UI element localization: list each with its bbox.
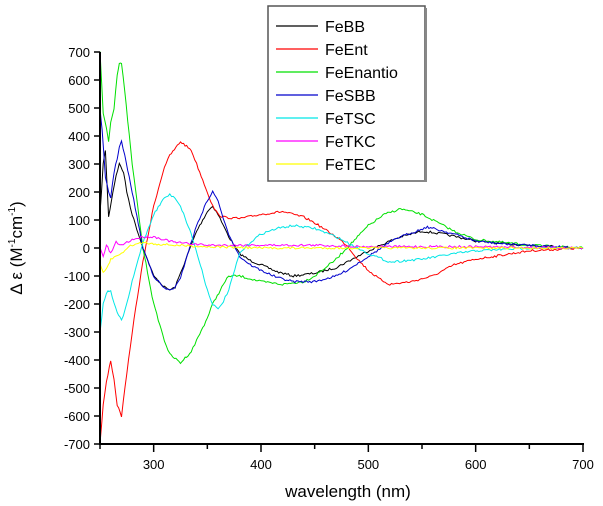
y-tick-label: 300 [68,157,90,172]
x-axis-title: wavelength (nm) [284,482,411,501]
plot-area [99,51,584,444]
y-tick-label: 400 [68,129,90,144]
y-title-mid: cm [7,216,26,239]
legend-label: FeTKC [325,134,376,151]
y-title-sup1: -1 [7,238,18,247]
y-tick-label: -700 [64,437,90,452]
legend-label: FeTEC [325,157,376,174]
legend-shadow-right [425,8,427,182]
legend-label: FeEnt [325,42,368,59]
x-tick-label: 700 [572,457,594,472]
y-tick-label: 500 [68,101,90,116]
series-feent [99,141,584,444]
legend-label: FeSBB [325,88,376,105]
x-ticks: 300 400 500 600 700 [99,444,594,472]
series-fesbb [99,108,584,291]
y-axis-title: Δ ε (M-1cm-1) [7,201,26,294]
series-fetec [99,241,584,274]
y-tick-label: 200 [68,185,90,200]
y-tick-label: -500 [64,381,90,396]
legend-label: FeBB [325,19,365,36]
y-tick-label: 600 [68,73,90,88]
legend-label: FeEnantio [325,65,398,82]
y-title-main: Δ ε (M [7,247,26,294]
series-fetsc [99,193,584,333]
y-tick-label: 100 [68,213,90,228]
series-fetkc [99,235,584,259]
y-title-sup2: -1 [7,207,18,216]
y-tick-label: -200 [64,297,90,312]
y-tick-label: -400 [64,353,90,368]
y-title-end: ) [7,201,26,207]
y-tick-label: -300 [64,325,90,340]
axes: -700 -600 -500 -400 -300 -200 -100 0 100 200 300 40… [64,45,594,472]
svg-text:Δ ε (M-1cm-1): Δ ε (M-1cm-1) [7,201,26,294]
y-tick-label: 700 [68,45,90,60]
x-tick-label: 400 [250,457,272,472]
legend-shadow [270,180,427,182]
y-tick-label: -100 [64,269,90,284]
y-tick-label: -600 [64,409,90,424]
x-tick-label: 500 [357,457,379,472]
series-feenantio [99,51,584,365]
y-tick-label: 0 [83,241,90,256]
legend: FeBB FeEnt FeEnantio FeSBB FeTSC FeTKC FeTEC [267,5,427,182]
x-tick-label: 300 [143,457,165,472]
y-ticks: -700 -600 -500 -400 -300 -200 -100 0 100 200 300 40… [64,45,100,452]
x-tick-label: 600 [465,457,487,472]
legend-label: FeTSC [325,111,376,128]
